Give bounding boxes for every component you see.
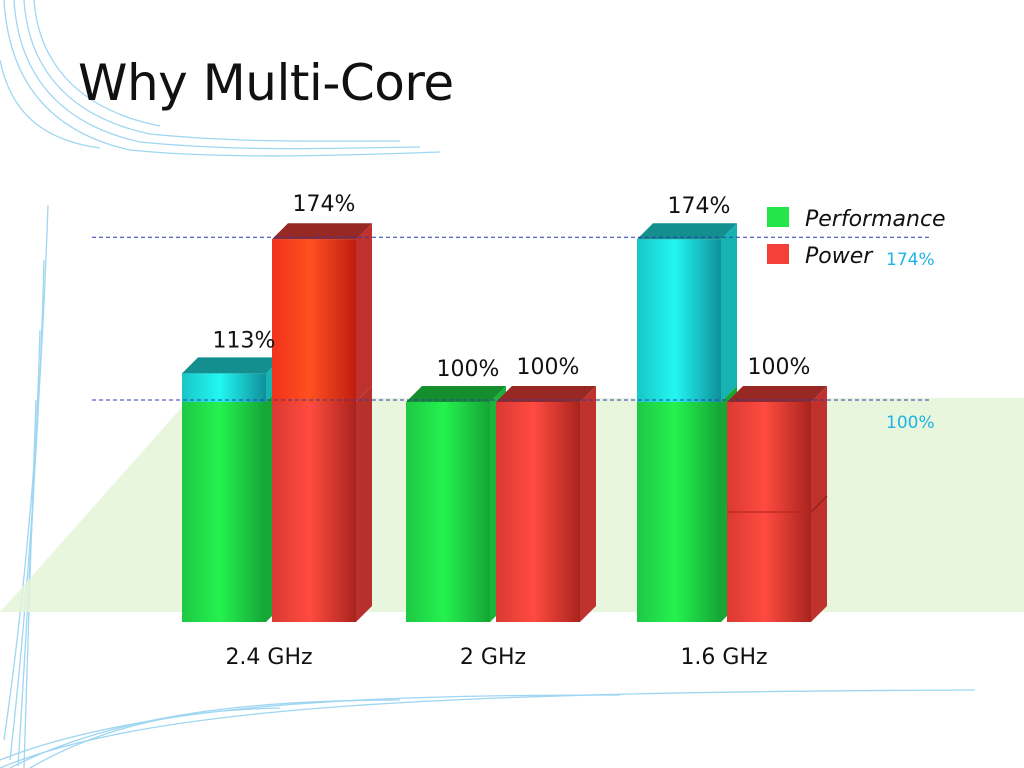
performance-bar-extra-0-front [182, 373, 266, 402]
power-bar-extra-0-side [356, 223, 372, 402]
reference-label-174: 174% [886, 250, 935, 270]
slide-title: Why Multi-Core [78, 54, 454, 112]
data-label-power-1: 100% [517, 355, 580, 380]
performance-bar-2-front [637, 402, 721, 622]
legend-swatch-performance [767, 207, 789, 227]
legend-label-power: Power [805, 244, 874, 269]
category-label-0: 2.4 GHz [225, 645, 312, 670]
power-bar-extra-0-top [272, 223, 372, 240]
legend-swatch-power [767, 244, 789, 264]
data-label-performance-0: 113% [213, 328, 276, 353]
reference-label-100: 100% [886, 413, 935, 433]
legend-label-performance: Performance [805, 207, 946, 232]
performance-bar-0-front [182, 402, 266, 622]
power-bar-1-side [580, 386, 596, 622]
performance-bar-extra-2-front [637, 239, 721, 402]
power-bar-2-top [727, 386, 827, 402]
power-bar-extra-0-front [272, 239, 356, 402]
category-label-2: 1.6 GHz [680, 645, 767, 670]
power-bar-divider-side [810, 495, 828, 513]
performance-bar-extra-2-top [637, 223, 737, 240]
data-label-performance-1: 100% [437, 357, 500, 382]
power-bar-1-top [496, 386, 596, 402]
performance-bar-extra-0-top [182, 357, 282, 374]
power-bar-0-front [272, 402, 356, 622]
performance-bar-1-top [406, 386, 506, 402]
data-label-power-0: 174% [293, 192, 356, 217]
power-bar-1-front [496, 402, 580, 622]
performance-bar-extra-2-side [721, 223, 737, 402]
power-bar-0-side [356, 386, 372, 622]
data-label-power-2: 100% [748, 355, 811, 380]
category-label-1: 2 GHz [460, 645, 526, 670]
data-label-performance-2: 174% [668, 194, 731, 219]
performance-bar-1-front [406, 402, 490, 622]
